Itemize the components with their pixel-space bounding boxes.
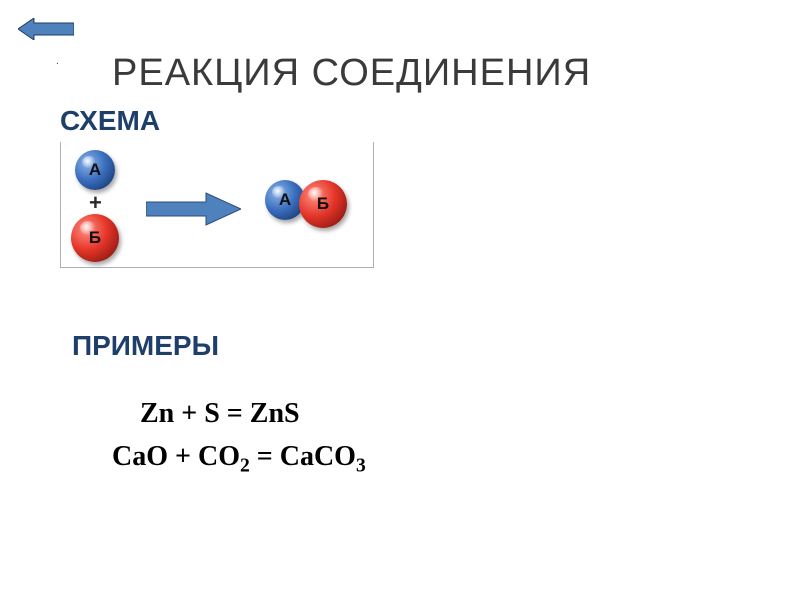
sphere-a-label: А [89, 160, 101, 180]
eq1-lhs2: S [204, 398, 220, 429]
section-header-schema: СХЕМА [60, 105, 160, 137]
equation-1: Zn + S = ZnS [112, 392, 366, 435]
section-header-examples: ПРИМЕРЫ [72, 330, 219, 362]
sphere-b-product-label: Б [317, 194, 329, 214]
page-title: РЕАКЦИЯ СОЕДИНЕНИЯ [112, 52, 591, 95]
eq1-plus: + [174, 398, 204, 429]
arrow-icon [146, 191, 241, 227]
sphere-b-reactant: Б [71, 214, 119, 262]
schema-inner: А + Б А Б [61, 142, 373, 267]
eq2-rhs-sub: 3 [356, 456, 366, 477]
eq2-lhs2-base: CO [198, 441, 240, 472]
eq1-lhs1: Zn [140, 398, 174, 429]
sphere-b-label: Б [89, 228, 101, 248]
back-arrow-icon [18, 18, 74, 40]
schema-diagram: А + Б А Б [60, 142, 374, 268]
eq2-eq: = [250, 441, 280, 472]
eq1-rhs: ZnS [250, 398, 300, 429]
eq2-lhs2-sub: 2 [240, 456, 250, 477]
plus-sign: + [89, 190, 102, 216]
equations-block: Zn + S = ZnS CaO + CO2 = CaCO3 [112, 392, 366, 482]
eq2-lhs1: CaO [112, 441, 168, 472]
eq2-plus: + [168, 441, 198, 472]
equation-2: CaO + CO2 = CaCO3 [112, 435, 366, 482]
eq2-rhs-base: CaCO [280, 441, 356, 472]
back-arrow-button[interactable] [18, 18, 74, 40]
eq1-eq: = [220, 398, 250, 429]
sphere-a-product-label: А [279, 190, 291, 210]
sphere-b-product: Б [299, 180, 347, 228]
decorative-dot: . [56, 56, 59, 67]
reaction-arrow [146, 191, 241, 227]
sphere-a-reactant: А [75, 150, 115, 190]
